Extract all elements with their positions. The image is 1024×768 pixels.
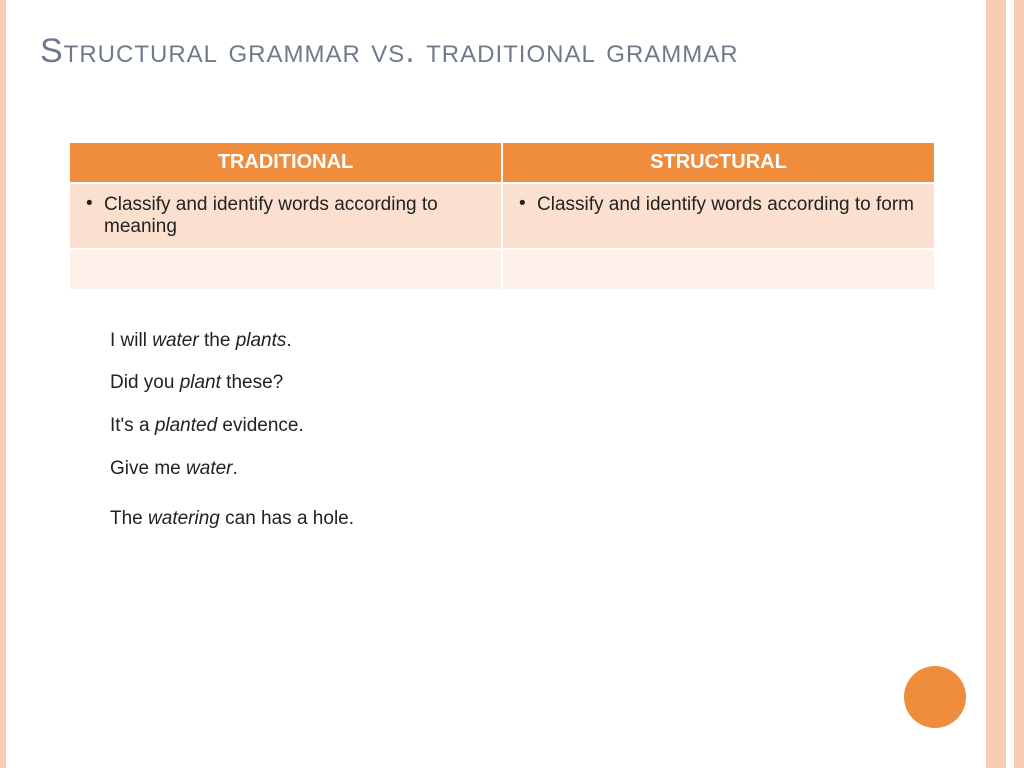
page-title: Structural grammar vs. traditional gramm… bbox=[40, 30, 944, 73]
text: I will bbox=[110, 330, 152, 351]
text: the bbox=[199, 330, 236, 351]
cell-empty bbox=[70, 249, 502, 289]
text: . bbox=[233, 458, 238, 479]
comparison-table: TRADITIONAL STRUCTURAL Classify and iden… bbox=[70, 143, 934, 289]
italic-word: plants bbox=[236, 330, 287, 351]
text: It's a bbox=[110, 415, 155, 436]
text: can has a hole. bbox=[220, 508, 354, 529]
example-sentence: It's a planted evidence. bbox=[110, 414, 944, 439]
header-structural: STRUCTURAL bbox=[502, 143, 934, 183]
right-border-gap bbox=[1006, 0, 1014, 768]
table-row bbox=[70, 249, 934, 289]
italic-word: water bbox=[186, 458, 232, 479]
example-sentence: Give me water. bbox=[110, 457, 944, 482]
text: these? bbox=[221, 372, 283, 393]
header-traditional: TRADITIONAL bbox=[70, 143, 502, 183]
text: Give me bbox=[110, 458, 186, 479]
italic-word: planted bbox=[155, 415, 217, 436]
cell-empty bbox=[502, 249, 934, 289]
table-header-row: TRADITIONAL STRUCTURAL bbox=[70, 143, 934, 183]
text: evidence. bbox=[217, 415, 304, 436]
example-sentence: The watering can has a hole. bbox=[110, 507, 944, 532]
cell-traditional: Classify and identify words according to… bbox=[70, 183, 502, 249]
italic-word: plant bbox=[180, 372, 221, 393]
cell-structural: Classify and identify words according to… bbox=[502, 183, 934, 249]
decorative-circle-icon bbox=[904, 666, 966, 728]
slide: Structural grammar vs. traditional gramm… bbox=[0, 0, 1024, 768]
italic-word: water bbox=[152, 330, 198, 351]
example-sentence: Did you plant these? bbox=[110, 371, 944, 396]
text: . bbox=[286, 330, 291, 351]
text: Did you bbox=[110, 372, 180, 393]
examples-block: I will water the plants. Did you plant t… bbox=[110, 329, 944, 532]
text: The bbox=[110, 508, 148, 529]
italic-word: watering bbox=[148, 508, 220, 529]
table-row: Classify and identify words according to… bbox=[70, 183, 934, 249]
content-area: Structural grammar vs. traditional gramm… bbox=[40, 30, 944, 748]
left-border-stripe bbox=[0, 0, 6, 768]
example-sentence: I will water the plants. bbox=[110, 329, 944, 354]
comparison-table-wrap: TRADITIONAL STRUCTURAL Classify and iden… bbox=[70, 143, 934, 289]
right-border-outer bbox=[986, 0, 1024, 768]
